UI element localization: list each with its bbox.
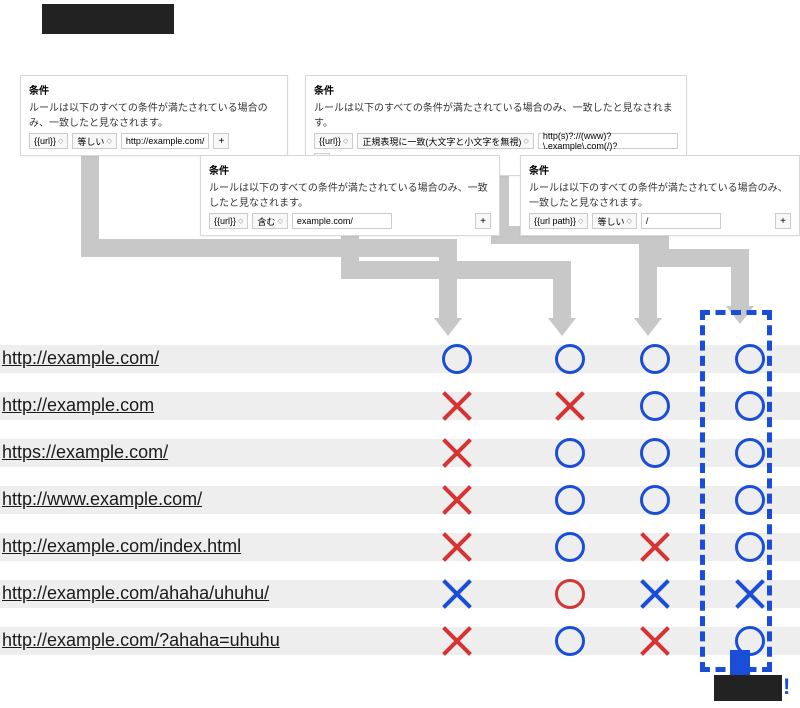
result-cell xyxy=(432,617,482,664)
circle-icon xyxy=(640,438,670,468)
result-cell xyxy=(725,429,775,476)
footer-exclaim: ! xyxy=(783,674,790,700)
result-cell xyxy=(545,335,595,382)
cross-icon xyxy=(640,579,670,609)
header-block xyxy=(42,4,174,34)
result-cell xyxy=(432,476,482,523)
cross-icon xyxy=(442,579,472,609)
field-select[interactable]: {{url}} xyxy=(29,133,68,149)
footer-label xyxy=(714,675,782,701)
circle-icon xyxy=(555,438,585,468)
panel-desc: ルールは以下のすべての条件が満たされている場合のみ、一致したと見なされます。 xyxy=(29,99,279,129)
field-select[interactable]: {{url path}} xyxy=(529,213,588,229)
circle-icon xyxy=(555,485,585,515)
cross-icon xyxy=(640,626,670,656)
result-cell xyxy=(545,429,595,476)
result-cell xyxy=(725,335,775,382)
circle-icon xyxy=(735,532,765,562)
condition-panel-3: 条件 ルールは以下のすべての条件が満たされている場合のみ、一致したと見なされます… xyxy=(200,155,500,236)
result-column xyxy=(630,335,680,664)
circle-icon xyxy=(555,579,585,609)
url-link[interactable]: http://example.com/index.html xyxy=(2,536,241,557)
circle-icon xyxy=(735,626,765,656)
url-link[interactable]: https://example.com/ xyxy=(2,442,168,463)
circle-icon xyxy=(735,485,765,515)
panel-title: 条件 xyxy=(209,162,491,177)
circle-icon xyxy=(555,626,585,656)
panel-desc: ルールは以下のすべての条件が満たされている場合のみ、一致したと見なされます。 xyxy=(529,179,791,209)
result-cell xyxy=(630,523,680,570)
result-cell xyxy=(432,429,482,476)
result-cell xyxy=(630,335,680,382)
result-cell xyxy=(630,570,680,617)
result-column xyxy=(545,335,595,664)
result-cell xyxy=(630,429,680,476)
op-select[interactable]: 含む xyxy=(252,213,287,229)
result-cell xyxy=(545,523,595,570)
circle-icon xyxy=(555,344,585,374)
result-cell xyxy=(432,570,482,617)
panel-desc: ルールは以下のすべての条件が満たされている場合のみ、一致したと見なされます。 xyxy=(209,179,491,209)
value-input[interactable]: example.com/ xyxy=(292,213,392,229)
url-link[interactable]: http://example.com/ xyxy=(2,348,159,369)
cross-icon xyxy=(735,579,765,609)
url-link[interactable]: http://www.example.com/ xyxy=(2,489,202,510)
add-button[interactable]: + xyxy=(475,213,491,229)
result-cell xyxy=(432,382,482,429)
result-cell xyxy=(725,617,775,664)
result-cell xyxy=(545,570,595,617)
circle-icon xyxy=(442,344,472,374)
result-cell xyxy=(725,476,775,523)
url-link[interactable]: http://example.com/?ahaha=uhuhu xyxy=(2,630,280,651)
result-cell xyxy=(432,335,482,382)
op-select[interactable]: 等しい xyxy=(72,133,116,149)
op-select[interactable]: 等しい xyxy=(592,213,636,229)
condition-panel-1: 条件 ルールは以下のすべての条件が満たされている場合のみ、一致したと見なされます… xyxy=(20,75,288,156)
field-select[interactable]: {{url}} xyxy=(314,133,353,149)
circle-icon xyxy=(735,438,765,468)
value-input[interactable]: http://example.com/ xyxy=(121,133,210,149)
op-select[interactable]: 正規表現に一致(大文字と小文字を無視) xyxy=(357,133,533,149)
result-cell xyxy=(630,476,680,523)
result-cell xyxy=(545,476,595,523)
field-select[interactable]: {{url}} xyxy=(209,213,248,229)
result-cell xyxy=(545,382,595,429)
result-cell xyxy=(630,382,680,429)
cross-icon xyxy=(442,532,472,562)
cross-icon xyxy=(442,485,472,515)
circle-icon xyxy=(640,344,670,374)
circle-icon xyxy=(555,532,585,562)
result-cell xyxy=(432,523,482,570)
value-input[interactable]: / xyxy=(641,213,721,229)
result-cell xyxy=(725,523,775,570)
panel-title: 条件 xyxy=(29,82,279,97)
panel-title: 条件 xyxy=(314,82,678,97)
cross-icon xyxy=(442,391,472,421)
add-button[interactable]: + xyxy=(213,133,229,149)
url-list: http://example.com/ http://example.com h… xyxy=(2,335,280,664)
cross-icon xyxy=(555,391,585,421)
circle-icon xyxy=(640,391,670,421)
add-button[interactable]: + xyxy=(775,213,791,229)
cross-icon xyxy=(442,626,472,656)
circle-icon xyxy=(640,485,670,515)
cross-icon xyxy=(640,532,670,562)
url-link[interactable]: http://example.com xyxy=(2,395,154,416)
cross-icon xyxy=(442,438,472,468)
result-cell xyxy=(725,570,775,617)
result-cell xyxy=(545,617,595,664)
result-column xyxy=(725,335,775,664)
condition-panel-4: 条件 ルールは以下のすべての条件が満たされている場合のみ、一致したと見なされます… xyxy=(520,155,800,236)
result-column xyxy=(432,335,482,664)
value-input[interactable]: http(s)?://(www)?\.example\.com(/)? xyxy=(538,133,678,149)
circle-icon xyxy=(735,391,765,421)
panel-title: 条件 xyxy=(529,162,791,177)
url-link[interactable]: http://example.com/ahaha/uhuhu/ xyxy=(2,583,269,604)
result-cell xyxy=(630,617,680,664)
panel-desc: ルールは以下のすべての条件が満たされている場合のみ、一致したと見なされます。 xyxy=(314,99,678,129)
circle-icon xyxy=(735,344,765,374)
result-cell xyxy=(725,382,775,429)
